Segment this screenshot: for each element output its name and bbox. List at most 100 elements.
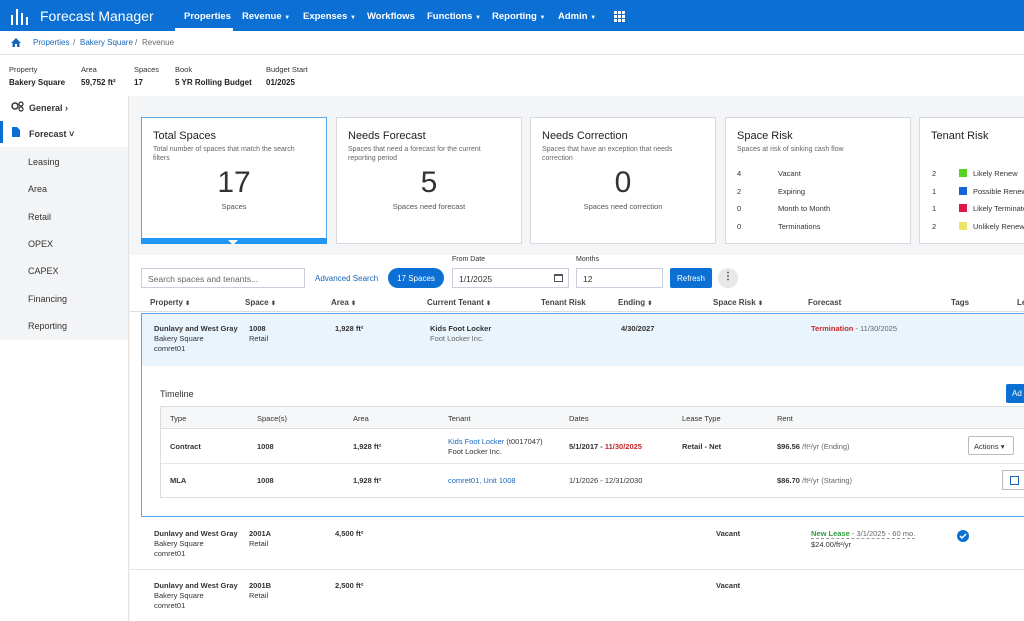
- menu-item[interactable]: Expenses ▼: [303, 11, 356, 22]
- calendar-icon[interactable]: [554, 273, 563, 282]
- stat-card[interactable]: Needs Correction Spaces that have an exce…: [530, 117, 716, 244]
- nav-item[interactable]: OPEX: [28, 238, 54, 249]
- info-label: Spaces: [134, 65, 160, 74]
- space: 1008: [257, 442, 274, 451]
- rent: $96.56 /ft²/yr (Ending): [777, 442, 850, 451]
- menu-item[interactable]: Functions ▼: [427, 11, 481, 22]
- column-header[interactable]: Area ⬍: [331, 298, 357, 307]
- timeline-column: Type: [170, 414, 187, 423]
- column-header[interactable]: Tenant Risk: [541, 298, 586, 307]
- timeline-column: Tenant: [448, 414, 471, 423]
- menu-item[interactable]: Workflows: [367, 11, 415, 22]
- from-date[interactable]: 1/1/2025: [452, 268, 569, 288]
- crumb[interactable]: Properties: [33, 38, 70, 47]
- timeline-column: Rent: [777, 414, 793, 423]
- site: Bakery Square: [154, 591, 204, 600]
- area: 1,928 ft²: [335, 324, 364, 333]
- select-box[interactable]: [1002, 470, 1024, 490]
- nav-item[interactable]: Retail: [28, 211, 52, 222]
- column-header[interactable]: Forecast: [808, 298, 842, 307]
- breadcrumb-bar: Properties / Bakery Square / Revenue: [0, 31, 1024, 55]
- timeline-column: Dates: [569, 414, 589, 423]
- count-pill[interactable]: 17 Spaces: [388, 268, 444, 288]
- column-header[interactable]: Ending ⬍: [618, 298, 653, 307]
- stat-card[interactable]: Needs Forecast Spaces that need a forecas…: [336, 117, 522, 244]
- tenant-link[interactable]: Kids Foot Locker: [448, 437, 505, 446]
- column-header[interactable]: Property ⬍: [150, 298, 191, 307]
- info-label: Area: [81, 65, 97, 74]
- tenant-link[interactable]: comret01, Unit 1008: [448, 476, 516, 485]
- risk-swatch: [959, 204, 967, 212]
- crumb[interactable]: Bakery Square: [80, 38, 133, 47]
- info-value: 5 YR Rolling Budget: [175, 78, 252, 87]
- use: Retail: [249, 334, 269, 343]
- timeline-header: [161, 407, 1024, 429]
- risk-swatch: [959, 169, 967, 177]
- column-header[interactable]: Le: [1017, 298, 1024, 307]
- timeline-column: Space(s): [257, 414, 288, 423]
- risk-count: 2: [932, 221, 937, 231]
- timeline-column: Lease Type: [682, 414, 721, 423]
- space-risk-card[interactable]: Space Risk Spaces at risk of sinking cas…: [725, 117, 911, 244]
- apps-icon[interactable]: [614, 11, 625, 22]
- forecast-type: New Lease: [811, 529, 850, 538]
- actions-button[interactable]: Actions ▾: [968, 436, 1014, 455]
- space-risk: Vacant: [716, 581, 741, 590]
- company: Foot Locker Inc.: [448, 447, 502, 456]
- active-bar: [0, 121, 3, 143]
- risk-count: 1: [932, 186, 937, 196]
- months-input[interactable]: 12: [576, 268, 663, 288]
- field-label: Months: [576, 256, 599, 263]
- caret: ▼: [284, 15, 291, 21]
- nav-item[interactable]: Financing: [28, 293, 68, 304]
- nav-item[interactable]: CAPEX: [28, 266, 59, 277]
- rent-value: $86.70: [777, 476, 800, 485]
- risk-count: 4: [737, 169, 742, 178]
- submenu: Leasing Area Retail OPEX CAPEX Financing Repor…: [0, 147, 128, 340]
- menu-item[interactable]: Reporting ▼: [492, 11, 546, 22]
- sort-icon: ⬍: [351, 301, 357, 307]
- nav-section[interactable]: General ›: [29, 103, 69, 113]
- column-header[interactable]: Current Tenant ⬍: [427, 298, 492, 307]
- menu-item[interactable]: Admin ▼: [558, 11, 597, 22]
- risk-label: Vacant: [778, 169, 801, 178]
- nav-item[interactable]: Leasing: [28, 157, 60, 167]
- tenant-risk-card[interactable]: Tenant Risk 2 Likely Renew 1 Possible Renew…: [919, 117, 1024, 244]
- column-header[interactable]: Space ⬍: [245, 298, 276, 307]
- info-value: 59,752 ft²: [81, 78, 116, 87]
- tenant: Kids Foot Locker: [430, 324, 492, 333]
- home-icon[interactable]: [11, 38, 21, 47]
- search-input[interactable]: Search spaces and tenants...: [141, 268, 305, 288]
- header-rule: [130, 311, 1024, 312]
- menu-item[interactable]: Revenue ▼: [242, 11, 291, 22]
- column-header[interactable]: Tags: [951, 298, 970, 307]
- advanced-search[interactable]: Advanced Search: [315, 274, 379, 283]
- checkbox[interactable]: [1010, 476, 1019, 485]
- more-button[interactable]: ⋮: [718, 268, 738, 288]
- sort-icon: ⬍: [270, 301, 276, 307]
- risk-label: Unlikely Renew: [973, 221, 1024, 231]
- nav-item[interactable]: Area: [28, 184, 48, 195]
- dates: 5/1/2017 - 11/30/2025: [569, 442, 642, 451]
- column-header[interactable]: Space Risk ⬍: [713, 298, 763, 307]
- card-desc: Total number of spaces that match the se…: [153, 146, 295, 162]
- row-rule: [130, 569, 1024, 570]
- card-title: Total Spaces: [153, 130, 216, 142]
- nav-item[interactable]: Reporting: [28, 320, 68, 331]
- code: comret01: [154, 344, 186, 353]
- forecast[interactable]: Termination - 11/30/2025: [811, 324, 897, 333]
- stat-card[interactable]: Total Spaces Total number of spaces that …: [141, 117, 327, 244]
- area: 1,928 ft²: [353, 476, 382, 485]
- sort-icon: ⬍: [757, 301, 763, 307]
- card-title: Needs Correction: [542, 130, 628, 142]
- caret: ▼: [475, 15, 481, 21]
- refresh-button[interactable]: Refresh: [670, 268, 712, 288]
- nav-section[interactable]: Forecast ˅: [29, 129, 75, 139]
- rent-unit: /ft²/yr (Ending): [799, 442, 850, 451]
- menu-item[interactable]: Properties: [184, 11, 231, 22]
- forecast[interactable]: New Lease - 3/1/2025 - 60 mo.: [811, 529, 916, 539]
- card-title: Needs Forecast: [348, 130, 426, 142]
- add-button[interactable]: Ad: [1006, 384, 1024, 403]
- risk-label: Likely Terminate: [973, 204, 1024, 213]
